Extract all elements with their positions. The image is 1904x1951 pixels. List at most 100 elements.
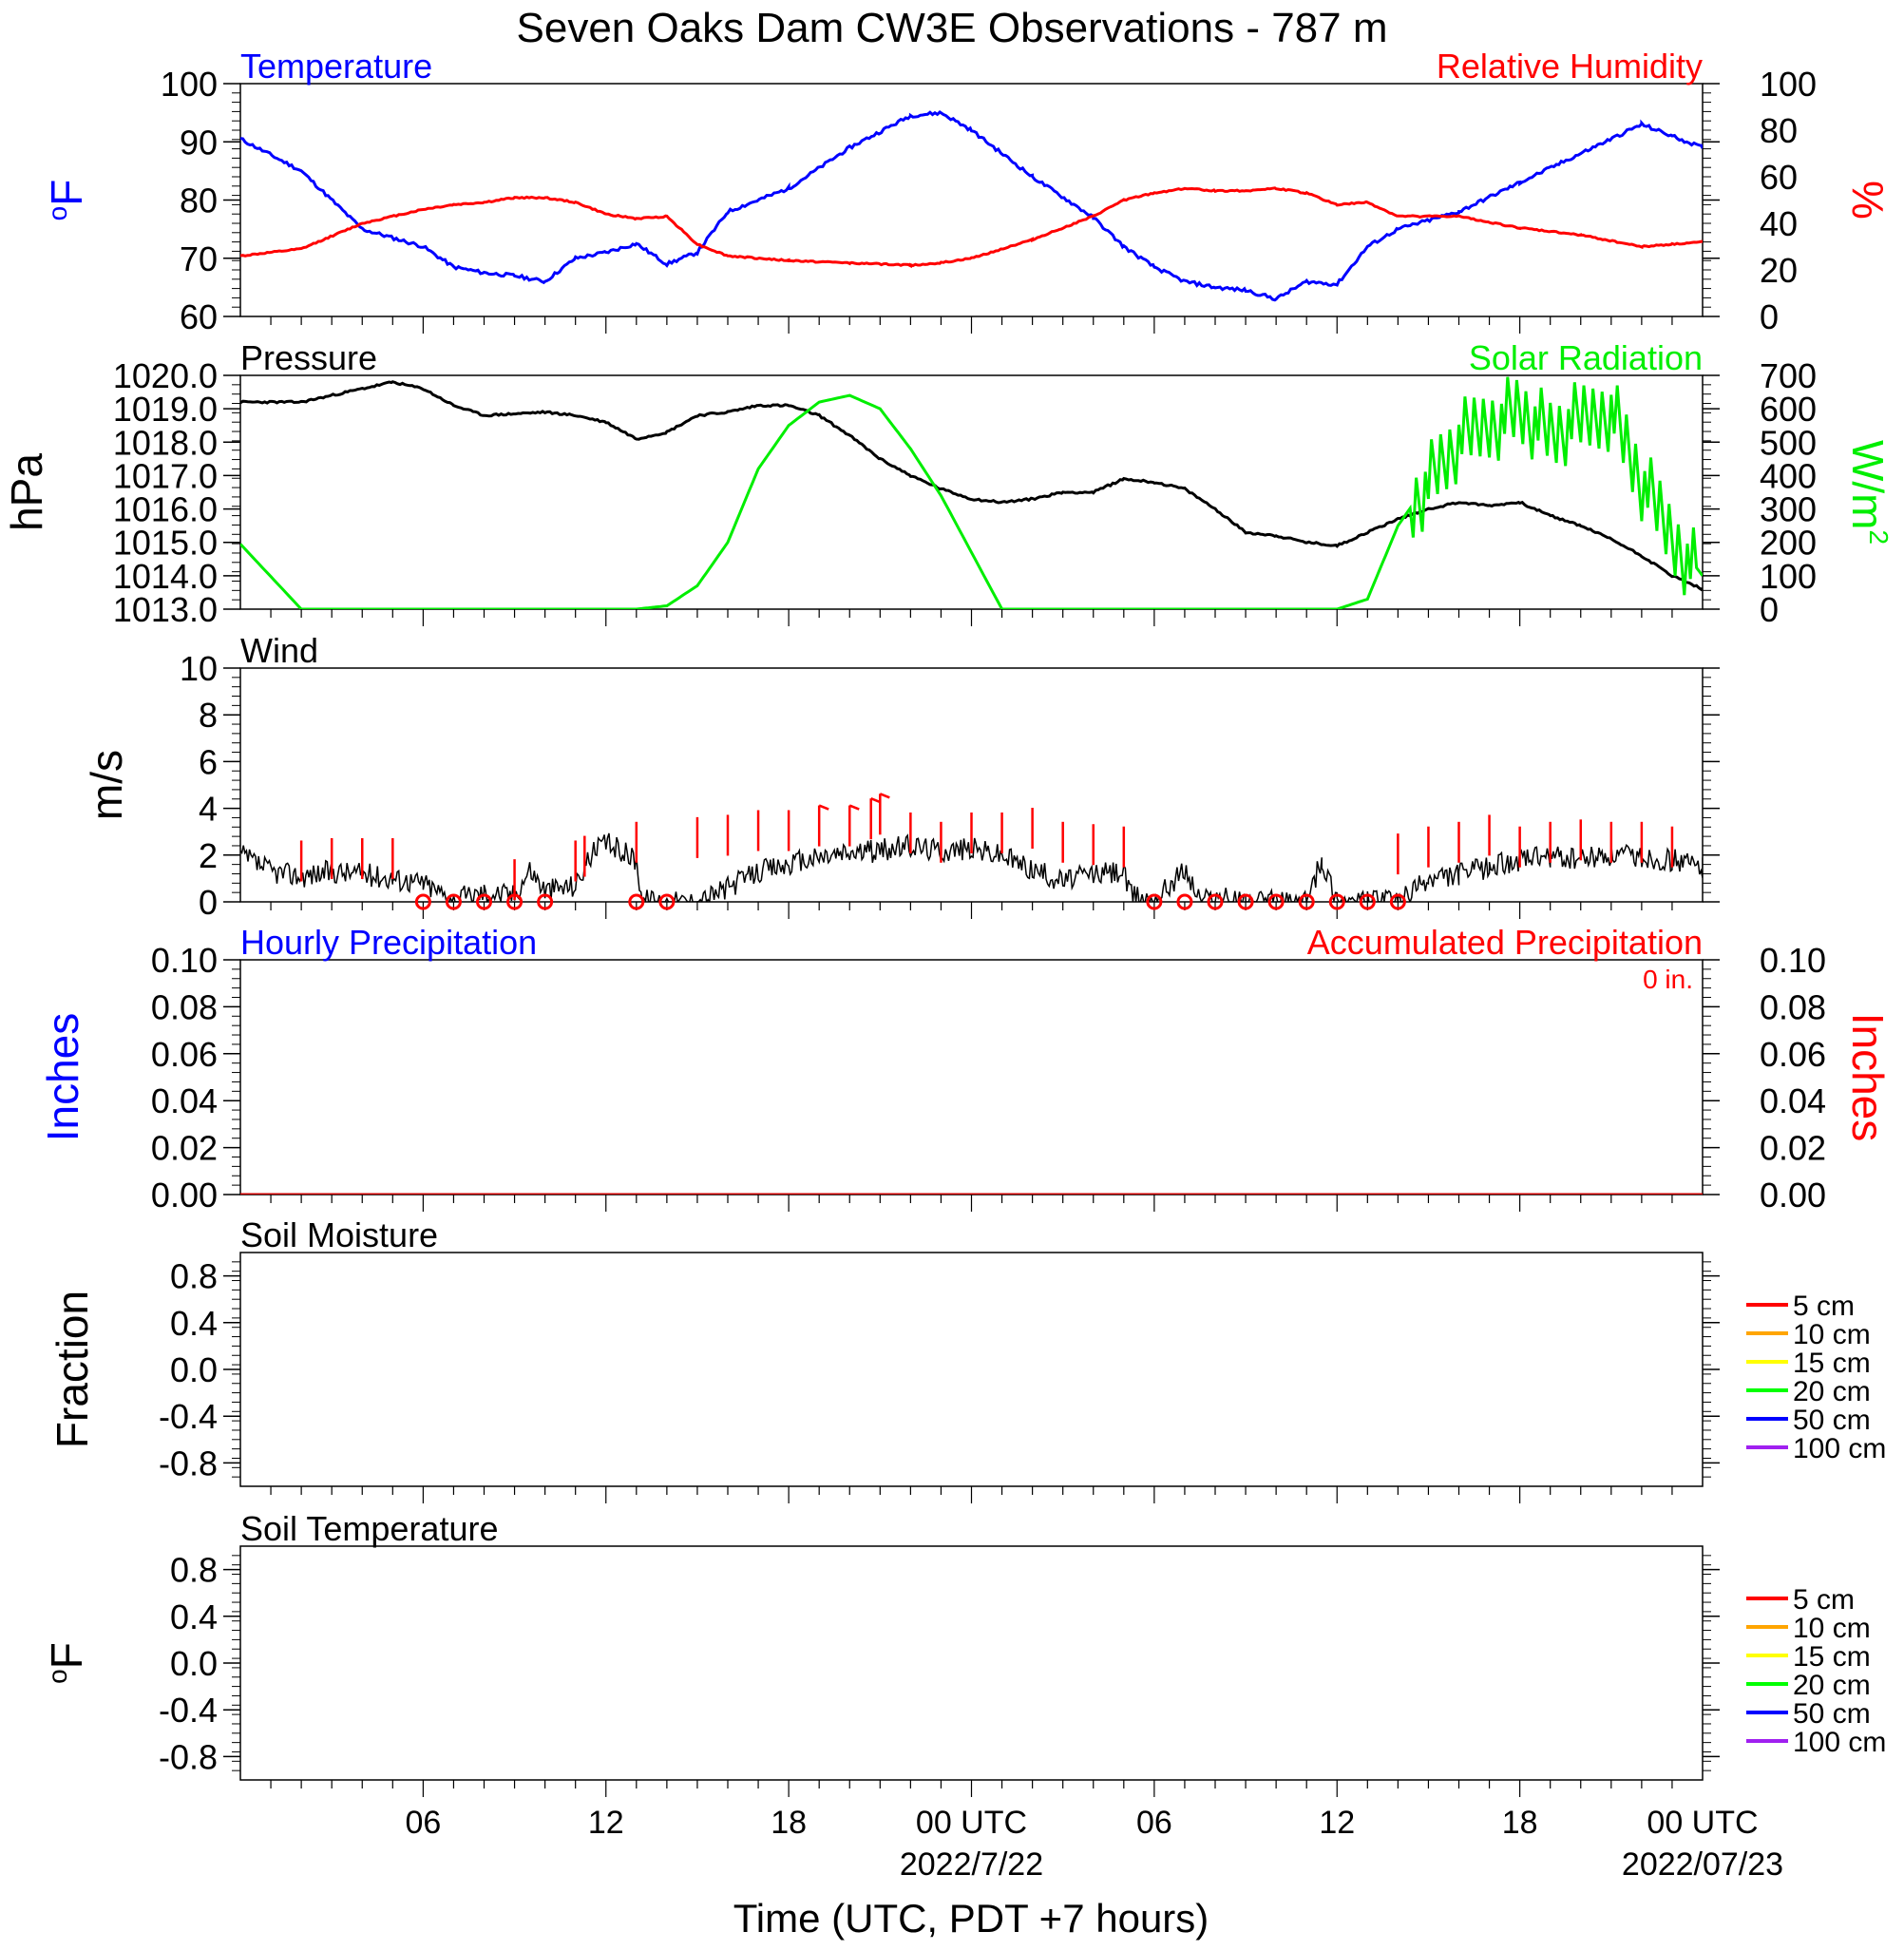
y-right-tick-label: 0.04 — [1760, 1081, 1826, 1120]
panel-left-title: Soil Moisture — [240, 1215, 438, 1254]
wind-calm-marker — [1237, 893, 1254, 910]
series-line-relative-humidity — [240, 186, 1703, 269]
series-line-pressure — [240, 380, 1703, 592]
y-left-tick-label: 1018.0 — [113, 423, 218, 462]
x-tick-label: 00 UTC — [916, 1805, 1027, 1841]
series-line-wind — [240, 832, 1703, 902]
y-right-tick-label: 20 — [1760, 251, 1798, 290]
wind-barb-flag — [879, 793, 890, 799]
wind-calm-marker — [1298, 893, 1315, 910]
y-right-tick-label: 500 — [1760, 423, 1817, 462]
y-left-tick-label: 6 — [199, 742, 218, 781]
legend-label: 10 cm — [1793, 1319, 1871, 1350]
wind-calm-marker — [476, 893, 492, 910]
y-right-tick-label: 0 — [1760, 297, 1779, 336]
y-left-tick-label: 70 — [180, 239, 218, 278]
y-left-tick-label: 2 — [199, 836, 218, 875]
y-left-tick-label: 100 — [161, 65, 218, 104]
x-tick-label: 06 — [405, 1805, 441, 1841]
legend-label: 10 cm — [1793, 1613, 1871, 1644]
y-left-tick-label: 0.08 — [151, 987, 218, 1026]
x-tick-label: 12 — [1319, 1805, 1355, 1841]
series-line-temperature — [240, 109, 1703, 302]
panel-frame — [239, 1545, 1704, 1781]
y-right-unit-label: W/m2 — [1843, 440, 1894, 545]
x-date-label: 2022/7/22 — [900, 1846, 1043, 1883]
panel-frame — [239, 1252, 1704, 1487]
y-right-tick-label: 60 — [1760, 158, 1798, 197]
y-left-tick-label: 0.10 — [151, 941, 218, 980]
wind-calm-marker — [414, 893, 431, 910]
panel-right-title: Solar Radiation — [1469, 338, 1703, 377]
y-right-tick-label: 0.00 — [1760, 1176, 1826, 1215]
time-axis: 06 12 18 00 UTC 06 12 18 00 UTC 2022/7/22 2022/07… — [405, 1805, 1783, 1883]
y-left-tick-label: -0.8 — [159, 1444, 218, 1482]
panel-left-title: Temperature — [240, 47, 432, 86]
legend-label: 20 cm — [1793, 1376, 1871, 1407]
y-right-tick-label: 0.06 — [1760, 1035, 1826, 1074]
y-left-tick-label: 0.4 — [170, 1304, 218, 1343]
y-left-unit-label: oF — [42, 1642, 91, 1684]
accumulated-precip-total: 0 in. — [1643, 965, 1693, 994]
y-left-tick-label: 0.02 — [151, 1129, 218, 1168]
y-right-tick-label: 0.08 — [1760, 987, 1826, 1026]
y-left-unit-label: oF — [42, 180, 91, 221]
y-left-tick-label: -0.4 — [159, 1691, 218, 1730]
series-group — [240, 109, 1703, 302]
x-tick-label: 06 — [1136, 1805, 1172, 1841]
y-left-tick-label: 0.0 — [170, 1350, 218, 1389]
y-right-tick-label: 0.10 — [1760, 941, 1826, 980]
legend-label: 20 cm — [1793, 1670, 1871, 1701]
wind-calm-marker — [1267, 893, 1285, 910]
panel-frame — [239, 667, 1704, 903]
y-right-tick-label: 700 — [1760, 356, 1817, 395]
series-line-solar-radiation — [240, 376, 1703, 609]
wind-calm-marker — [628, 893, 645, 910]
y-left-unit-label: Inches — [38, 1013, 87, 1142]
panel-left-title: Soil Temperature — [240, 1509, 498, 1548]
x-tick-label: 18 — [1502, 1805, 1538, 1841]
y-left-tick-label: 0 — [199, 883, 218, 922]
y-right-unit-label: Inches — [1843, 1013, 1893, 1142]
y-left-unit-label: hPa — [2, 453, 51, 531]
wind-calm-marker — [1359, 893, 1376, 910]
x-tick-label: 12 — [588, 1805, 624, 1841]
wind-calm-marker — [1146, 893, 1163, 910]
y-left-tick-label: 10 — [180, 649, 218, 688]
y-right-tick-label: 80 — [1760, 111, 1798, 150]
y-left-tick-label: 8 — [199, 696, 218, 735]
x-axis-label: Time (UTC, PDT +7 hours) — [733, 1896, 1209, 1941]
y-right-tick-label: 200 — [1760, 524, 1817, 563]
y-left-tick-label: 1015.0 — [113, 524, 218, 563]
wind-calm-marker — [506, 893, 524, 910]
panel-left-title: Wind — [240, 631, 318, 670]
y-right-tick-label: 100 — [1760, 65, 1817, 104]
y-left-tick-label: 1014.0 — [113, 557, 218, 596]
legend-label: 5 cm — [1793, 1291, 1855, 1322]
wind-barb-flag — [870, 797, 882, 804]
wind-calm-marker — [537, 893, 554, 910]
series-group — [240, 376, 1703, 609]
y-right-unit-label: % — [1843, 181, 1893, 220]
y-right-tick-label: 0.02 — [1760, 1129, 1826, 1168]
wind-barb-flag — [848, 804, 860, 811]
y-left-tick-label: 1019.0 — [113, 390, 218, 429]
legend-label: 50 cm — [1793, 1405, 1871, 1436]
wind-calm-marker — [1176, 893, 1193, 910]
x-tick-label: 18 — [771, 1805, 807, 1841]
y-left-tick-label: 0.00 — [151, 1176, 218, 1215]
y-left-tick-label: 1013.0 — [113, 590, 218, 629]
panel-left-title: Hourly Precipitation — [240, 923, 537, 962]
y-right-tick-label: 300 — [1760, 490, 1817, 529]
wind-calm-marker — [445, 893, 462, 910]
legend-label: 5 cm — [1793, 1584, 1855, 1616]
wind-barb-flag — [818, 804, 829, 811]
x-tick-label: 00 UTC — [1647, 1805, 1758, 1841]
y-left-tick-label: -0.8 — [159, 1737, 218, 1776]
legend-label: 15 cm — [1793, 1641, 1871, 1673]
legend-label: 100 cm — [1793, 1727, 1886, 1758]
y-right-tick-label: 600 — [1760, 390, 1817, 429]
y-left-tick-label: -0.4 — [159, 1397, 218, 1436]
y-left-tick-label: 90 — [180, 123, 218, 162]
wind-calm-marker — [1389, 893, 1406, 910]
